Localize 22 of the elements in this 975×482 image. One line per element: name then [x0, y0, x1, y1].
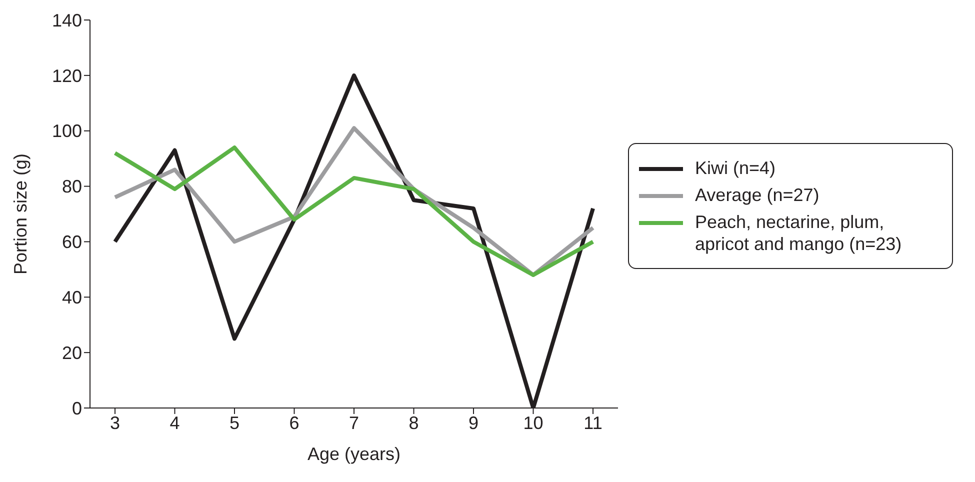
- y-tick-label: 80: [62, 176, 82, 197]
- y-tick-label: 140: [52, 10, 82, 30]
- y-tick-label: 40: [62, 288, 82, 308]
- x-axis-title: Age (years): [307, 444, 401, 464]
- legend-label: Peach, nectarine, plum, apricot and mango (n=23): [695, 211, 903, 255]
- x-tick-label: 4: [170, 412, 180, 433]
- y-tick-label: 100: [52, 121, 82, 142]
- x-tick-label: 6: [289, 412, 300, 433]
- legend-label: Average (n=27): [695, 184, 820, 206]
- x-tick-label: 11: [584, 412, 602, 433]
- x-tick-label: 7: [348, 412, 360, 433]
- y-tick-label: 120: [52, 66, 82, 86]
- x-tick-label: 10: [523, 412, 544, 433]
- x-tick-label: 3: [110, 412, 120, 433]
- y-tick-label: 20: [62, 342, 82, 363]
- y-tick-label: 0: [72, 398, 82, 418]
- y-axis-title: Portion size (g): [10, 153, 30, 275]
- x-tick-label: 9: [468, 412, 479, 433]
- y-tick-label: 60: [62, 232, 82, 252]
- x-tick-label: 8: [408, 412, 419, 433]
- legend-label: Kiwi (n=4): [695, 157, 776, 179]
- x-tick-label: 5: [229, 412, 240, 433]
